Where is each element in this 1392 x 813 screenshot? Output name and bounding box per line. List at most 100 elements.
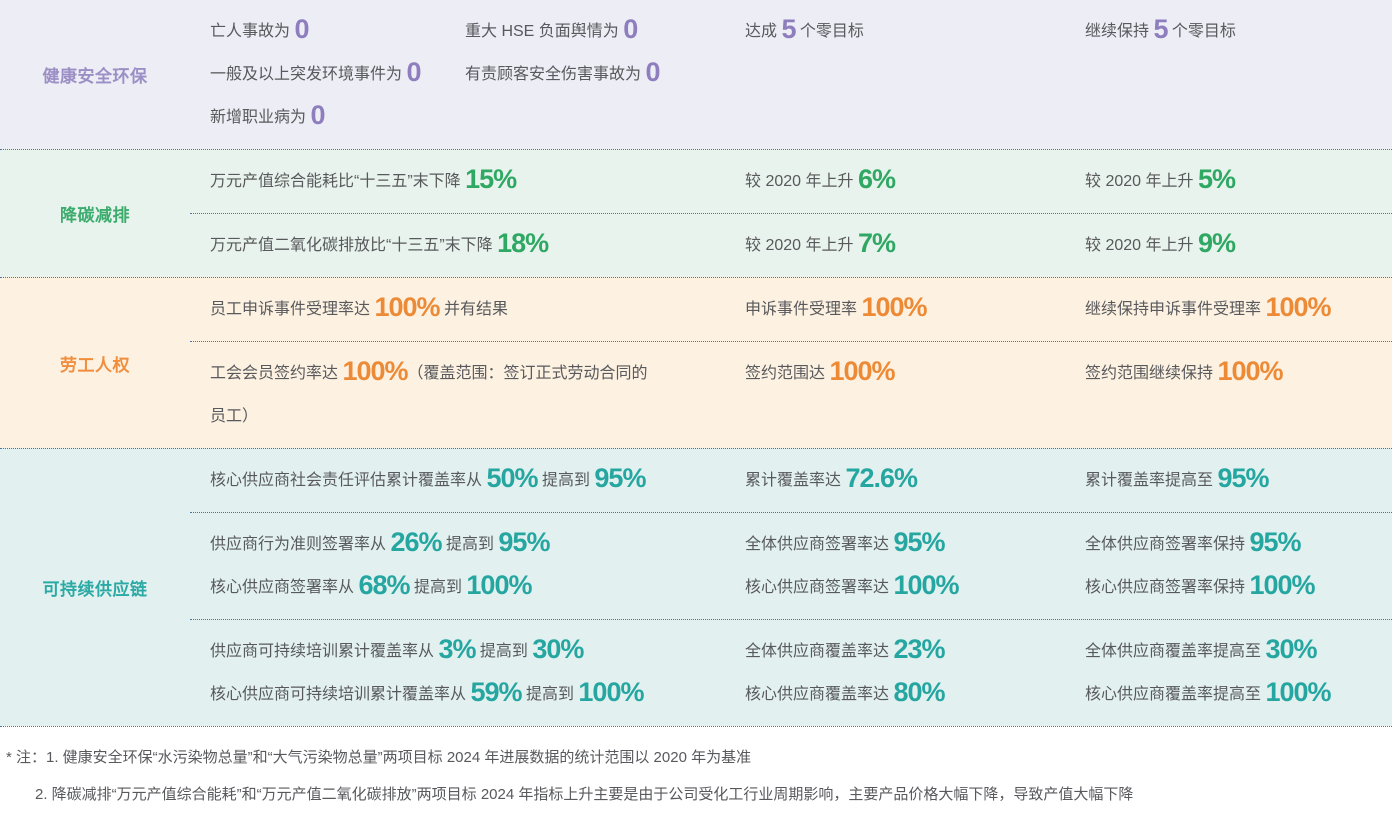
- metric-text: 签约范围达: [745, 365, 830, 382]
- cell-line: 签约范围继续保持 100%: [1085, 352, 1392, 395]
- target-lines: 继续保持申诉事件受理率 100%: [1085, 288, 1392, 331]
- cell-line: 重大 HSE 负面舆情为 0: [465, 10, 725, 53]
- metric-value: 100%: [578, 677, 644, 707]
- metric-value: 100%: [1265, 677, 1331, 707]
- cell-line: 工会会员签约率达 100%（覆盖范围：签订正式劳动合同的: [210, 352, 725, 395]
- goal-lines-secondary: 重大 HSE 负面舆情为 0 有责顾客安全伤害事故为 0: [465, 10, 725, 139]
- category-label: 可持续供应链: [42, 580, 148, 599]
- cell-line: 签约范围达 100%: [745, 352, 1065, 395]
- cell-line: 供应商行为准则签署率从 26% 提高到 95%: [210, 523, 725, 566]
- goals-table: 健康安全环保 亡人事故为 0 一般及以上突发环境事件为 0 新增职业病为 0 重大 HS…: [0, 0, 1392, 727]
- metric-text: 达成: [745, 23, 782, 40]
- category-row: 劳工人权 员工申诉事件受理率达 100% 并有结果 申诉事件受理率 100% 继续保持…: [0, 277, 1392, 448]
- progress-cell: 累计覆盖率达 72.6%: [725, 459, 1065, 502]
- metric-text: 核心供应商签署率从: [210, 579, 359, 596]
- metric-value: 0: [310, 100, 325, 130]
- target-cell: 累计覆盖率提高至 95%: [1065, 459, 1392, 502]
- target-cell: 较 2020 年上升 5%: [1065, 160, 1392, 203]
- footnotes: * 注：1. 健康安全环保“水污染物总量”和“大气污染物总量”两项目标 2024…: [0, 727, 1392, 813]
- cell-line: 较 2020 年上升 6%: [745, 160, 1065, 203]
- metric-value: 9%: [1197, 228, 1236, 258]
- goal-lines: 工会会员签约率达 100%（覆盖范围：签订正式劳动合同的 员工）: [210, 352, 725, 438]
- metric-text: （覆盖范围：签订正式劳动合同的: [407, 365, 648, 382]
- metric-value: 18%: [497, 228, 549, 258]
- goal-cell: 亡人事故为 0 一般及以上突发环境事件为 0 新增职业病为 0 重大 HSE 负面舆情…: [190, 10, 725, 139]
- metric-value: 5: [1153, 14, 1168, 44]
- cell-line: 继续保持申诉事件受理率 100%: [1085, 288, 1392, 331]
- progress-lines: 签约范围达 100%: [745, 352, 1065, 395]
- metric-text: 一般及以上突发环境事件为: [210, 66, 407, 83]
- metric-value: 5: [781, 14, 796, 44]
- cell-line: 万元产值二氧化碳排放比“十三五”末下降 18%: [210, 224, 725, 267]
- cell-line: 一般及以上突发环境事件为 0: [210, 53, 465, 96]
- metric-value: 68%: [358, 570, 410, 600]
- metric-value: 0: [623, 14, 638, 44]
- goal-lines: 供应商行为准则签署率从 26% 提高到 95% 核心供应商签署率从 68% 提高到…: [210, 523, 725, 609]
- footnote-2: 2. 降碳减排“万元产值综合能耗”和“万元产值二氧化碳排放”两项目标 2024 …: [35, 786, 1134, 803]
- progress-lines: 较 2020 年上升 7%: [745, 224, 1065, 267]
- progress-lines: 全体供应商签署率达 95% 核心供应商签署率达 100%: [745, 523, 1065, 609]
- metric-value: 100%: [829, 356, 895, 386]
- metric-text: 较 2020 年上升: [745, 237, 858, 254]
- metric-text: 提高到: [409, 579, 467, 596]
- metric-text: 新增职业病为: [210, 109, 311, 126]
- metric-text: 核心供应商社会责任评估累计覆盖率从: [210, 472, 487, 489]
- metric-value: 95%: [498, 527, 550, 557]
- metric-value: 95%: [594, 463, 646, 493]
- cell-line: 核心供应商签署率达 100%: [745, 566, 1065, 609]
- subrow: 供应商行为准则签署率从 26% 提高到 95% 核心供应商签署率从 68% 提高到…: [190, 512, 1392, 619]
- cell-line: 核心供应商签署率保持 100%: [1085, 566, 1392, 609]
- cell-line: 员工）: [210, 395, 725, 438]
- metric-text: 重大 HSE 负面舆情为: [465, 23, 624, 40]
- metric-value: 100%: [893, 570, 959, 600]
- metric-value: 7%: [857, 228, 896, 258]
- goal-cell: 供应商行为准则签署率从 26% 提高到 95% 核心供应商签署率从 68% 提高到…: [190, 523, 725, 609]
- metric-value: 0: [294, 14, 309, 44]
- category-row: 可持续供应链 核心供应商社会责任评估累计覆盖率从 50% 提高到 95% 累计覆盖率…: [0, 448, 1392, 726]
- progress-lines: 较 2020 年上升 6%: [745, 160, 1065, 203]
- metric-value: 0: [645, 57, 660, 87]
- subrows: 亡人事故为 0 一般及以上突发环境事件为 0 新增职业病为 0 重大 HSE 负面舆情…: [190, 0, 1392, 149]
- metric-value: 100%: [374, 292, 440, 322]
- metric-value: 6%: [857, 164, 896, 194]
- cell-line: 较 2020 年上升 7%: [745, 224, 1065, 267]
- subrow: 供应商可持续培训累计覆盖率从 3% 提高到 30% 核心供应商可持续培训累计覆盖率…: [190, 619, 1392, 726]
- metric-value: 95%: [893, 527, 945, 557]
- target-lines: 较 2020 年上升 9%: [1085, 224, 1392, 267]
- metric-value: 80%: [893, 677, 945, 707]
- cell-line: 申诉事件受理率 100%: [745, 288, 1065, 331]
- progress-cell: 全体供应商签署率达 95% 核心供应商签署率达 100%: [725, 523, 1065, 609]
- metric-text: 亡人事故为: [210, 23, 295, 40]
- metric-value: 95%: [1249, 527, 1301, 557]
- cell-line: 累计覆盖率提高至 95%: [1085, 459, 1392, 502]
- goal-lines: 员工申诉事件受理率达 100% 并有结果: [210, 288, 725, 331]
- goal-cell: 员工申诉事件受理率达 100% 并有结果: [190, 288, 725, 331]
- metric-text: 核心供应商签署率保持: [1085, 579, 1250, 596]
- progress-lines: 达成 5 个零目标: [745, 10, 1065, 53]
- progress-cell: 全体供应商覆盖率达 23% 核心供应商覆盖率达 80%: [725, 630, 1065, 716]
- subrow: 员工申诉事件受理率达 100% 并有结果 申诉事件受理率 100% 继续保持申诉事件…: [190, 278, 1392, 341]
- metric-text: 核心供应商覆盖率提高至: [1085, 686, 1266, 703]
- metric-value: 0: [406, 57, 421, 87]
- metric-text: 有责顾客安全伤害事故为: [465, 66, 646, 83]
- cell-line: 累计覆盖率达 72.6%: [745, 459, 1065, 502]
- metric-value: 100%: [1265, 292, 1331, 322]
- category-label: 健康安全环保: [42, 67, 148, 86]
- metric-text: 提高到: [521, 686, 579, 703]
- metric-value: 23%: [893, 634, 945, 664]
- cell-line: 较 2020 年上升 5%: [1085, 160, 1392, 203]
- metric-text: 继续保持: [1085, 23, 1154, 40]
- target-cell: 继续保持 5 个零目标: [1065, 10, 1392, 53]
- metric-text: 全体供应商签署率达: [745, 536, 894, 553]
- footnote-1: * 注：1. 健康安全环保“水污染物总量”和“大气污染物总量”两项目标 2024…: [6, 749, 752, 766]
- goal-lines: 供应商可持续培训累计覆盖率从 3% 提高到 30% 核心供应商可持续培训累计覆盖率…: [210, 630, 725, 716]
- target-cell: 全体供应商签署率保持 95% 核心供应商签署率保持 100%: [1065, 523, 1392, 609]
- cell-line: 达成 5 个零目标: [745, 10, 1065, 53]
- metric-text: 核心供应商覆盖率达: [745, 686, 894, 703]
- goal-cell: 供应商可持续培训累计覆盖率从 3% 提高到 30% 核心供应商可持续培训累计覆盖率…: [190, 630, 725, 716]
- metric-value: 5%: [1197, 164, 1236, 194]
- goal-cell: 核心供应商社会责任评估累计覆盖率从 50% 提高到 95%: [190, 459, 725, 502]
- target-lines: 继续保持 5 个零目标: [1085, 10, 1392, 53]
- progress-cell: 签约范围达 100%: [725, 352, 1065, 395]
- goal-lines: 核心供应商社会责任评估累计覆盖率从 50% 提高到 95%: [210, 459, 725, 502]
